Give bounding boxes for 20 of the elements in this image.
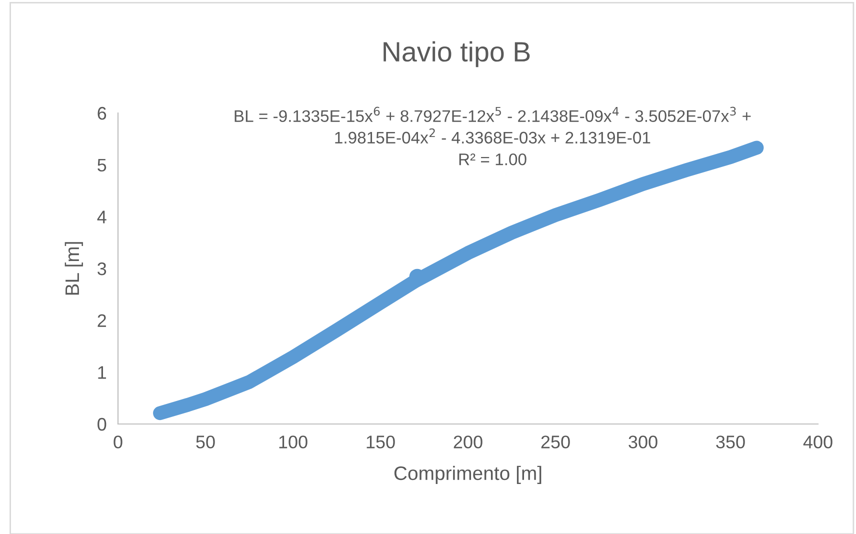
y-tick-label: 2 — [98, 314, 106, 327]
y-tick-label: 5 — [98, 158, 106, 172]
x-tick-label: 0 — [114, 436, 122, 448]
x-tick-label: 400 — [803, 436, 832, 448]
y-tick-label: 1 — [98, 366, 106, 379]
x-tick-label: 150 — [366, 436, 395, 448]
x-tick-label: 300 — [628, 436, 658, 448]
x-tick-label: 250 — [541, 436, 570, 448]
text: BL = -9.1335E-15x$^{6}$ + 8.7927E-12x$^{5}$ - 2.1438E-09x$^{4}$ - 3.5052E-07x$^{3}$ + 1.9815E-04x$^{2}$ - 4.3368E-03x + 2.1319E-01 R² = 1.00 — [234, 106, 751, 166]
y-axis-title: BL [m] — [64, 242, 83, 295]
x-tick-label: 100 — [279, 436, 308, 448]
y-tick-label: 0 — [98, 418, 106, 431]
y-tick-label: 4 — [97, 210, 106, 224]
y-tick-label: 3 — [98, 262, 106, 276]
chart-title: Navio tipo B — [384, 41, 530, 68]
y-tick-label: 6 — [98, 106, 106, 120]
x-tick-label: 350 — [716, 436, 745, 448]
x-tick-label: 200 — [454, 436, 482, 448]
x-axis-title: Comprimento [m] — [394, 466, 542, 484]
x-tick-label: 50 — [196, 436, 215, 448]
